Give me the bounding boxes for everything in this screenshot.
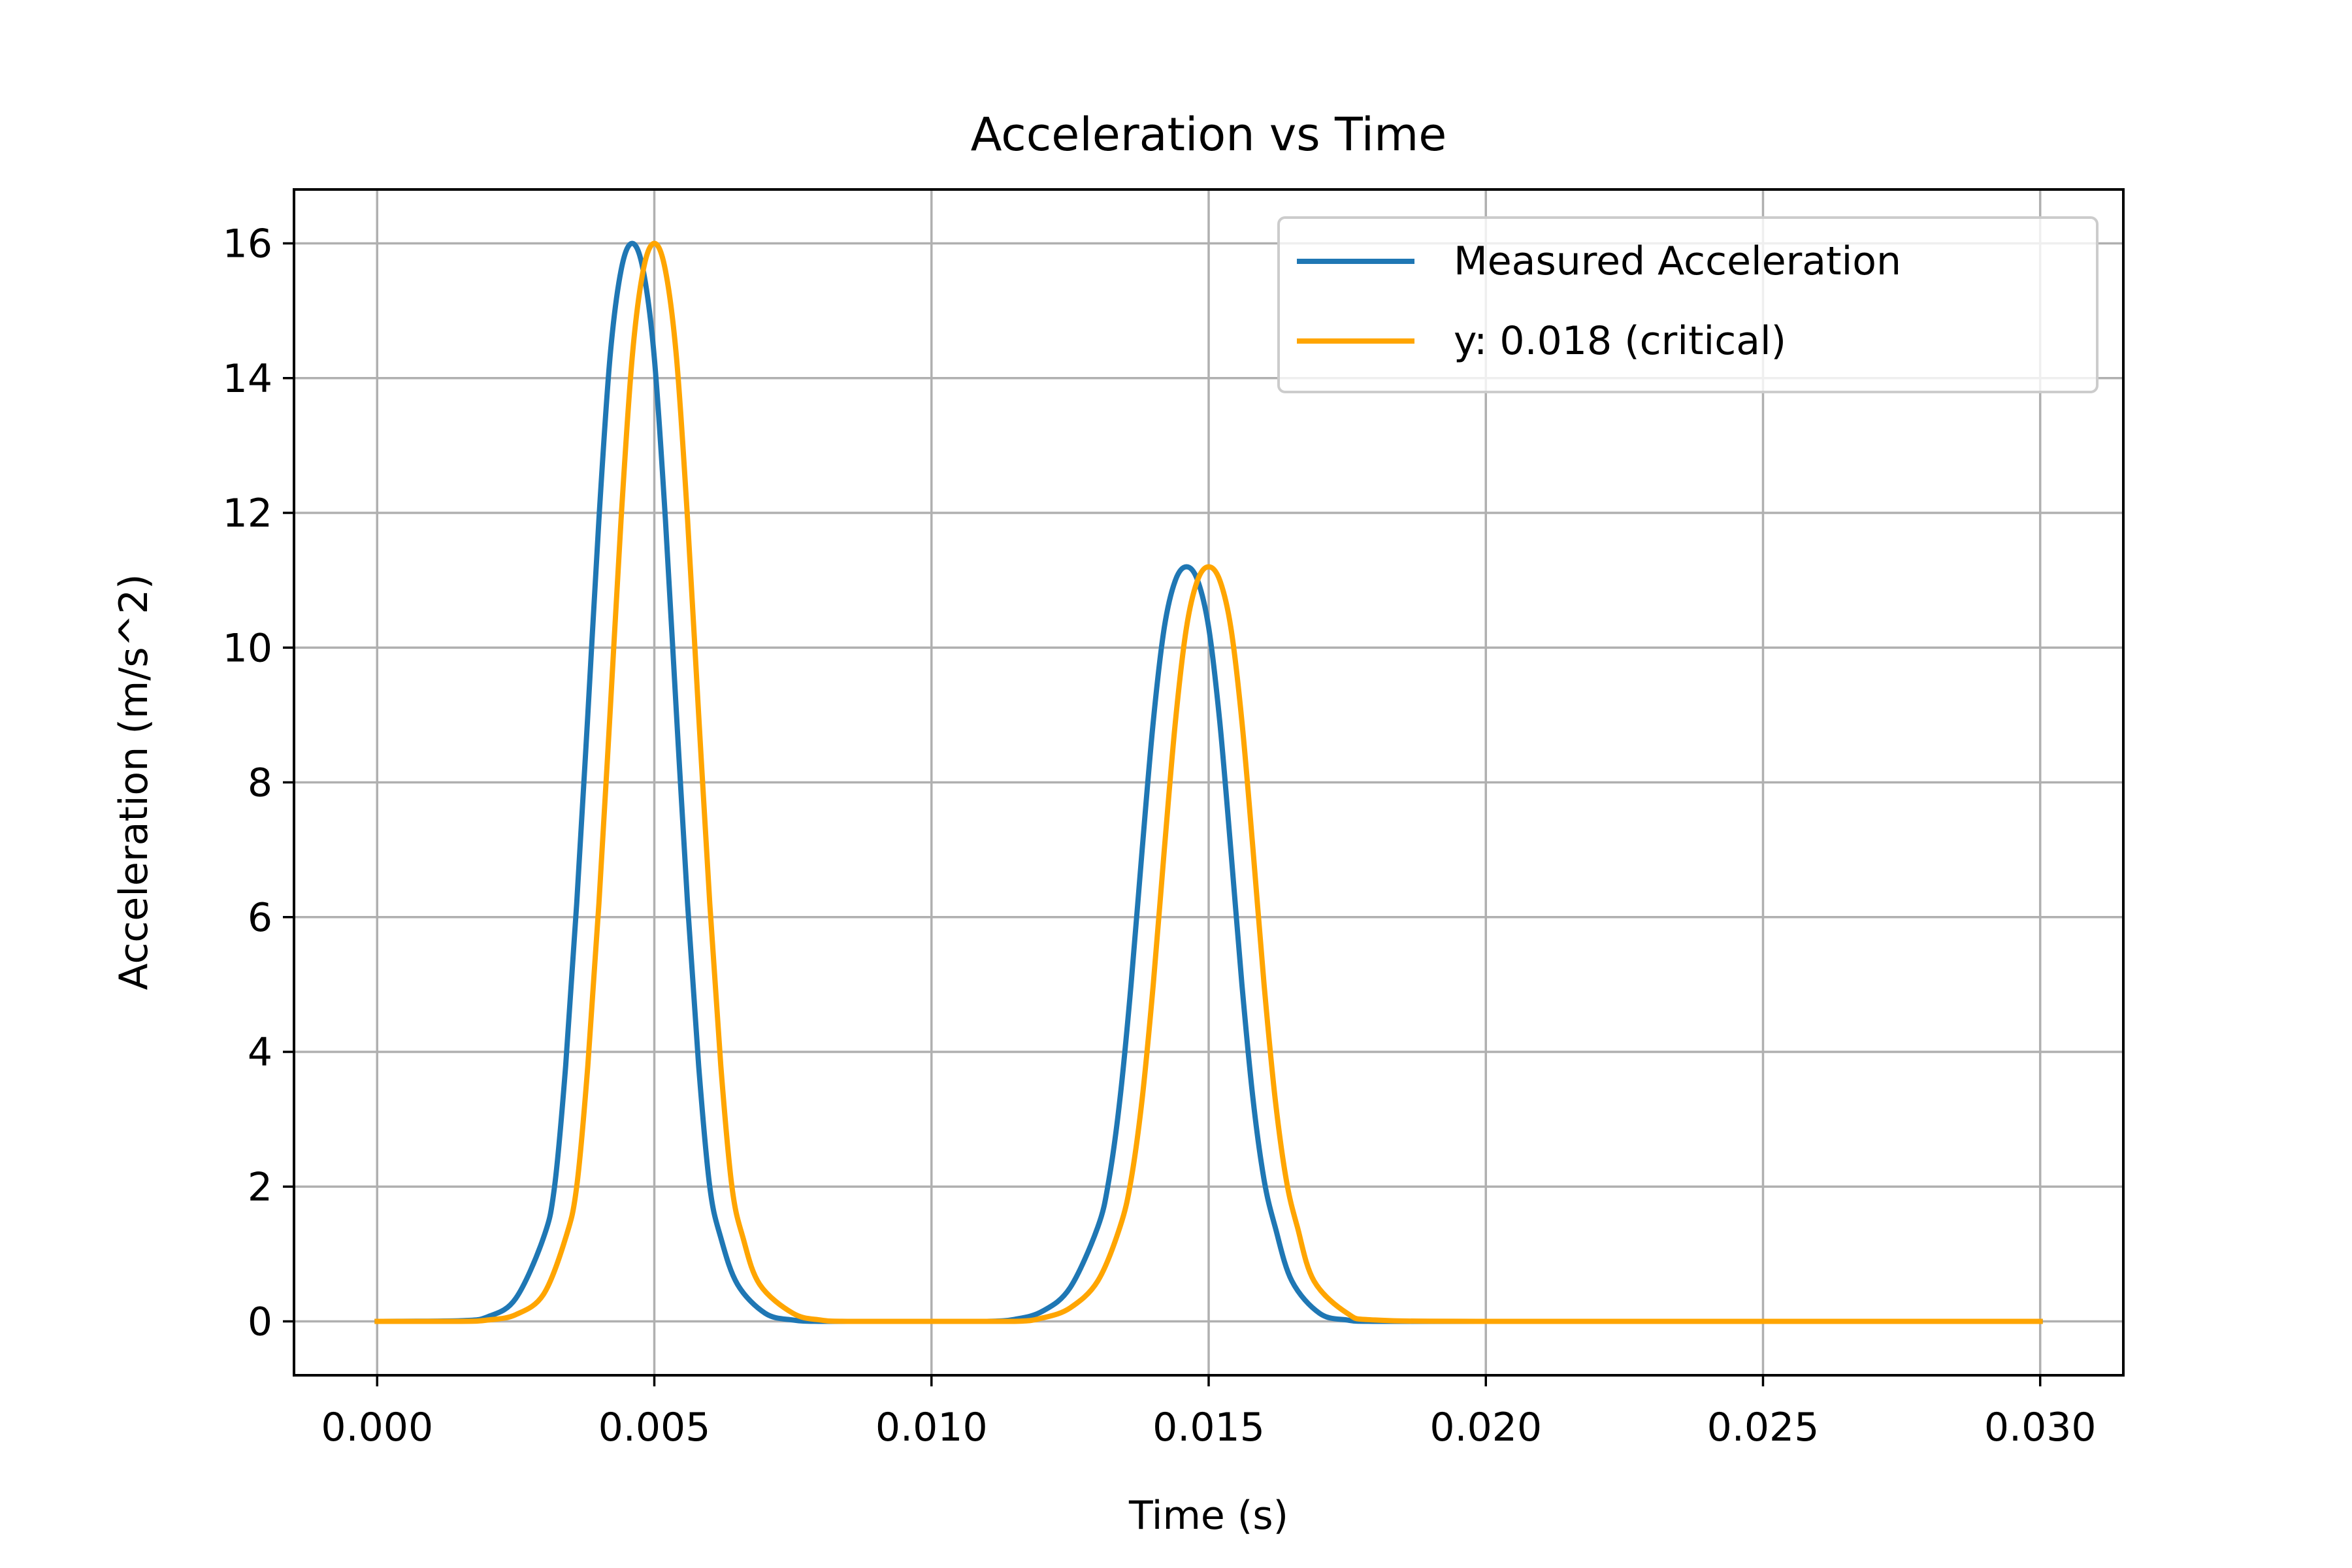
series-critical <box>374 240 2043 1324</box>
x-tick-label: 0.020 <box>1429 1405 1542 1450</box>
y-tick-label: 8 <box>248 760 272 806</box>
x-tick-label: 0.010 <box>875 1405 988 1450</box>
plot-series <box>374 240 2043 1324</box>
legend-box <box>1277 216 2099 393</box>
x-tick-label: 0.000 <box>321 1405 433 1450</box>
y-tick-label: 6 <box>248 895 272 941</box>
y-tick-label: 2 <box>248 1164 272 1210</box>
x-axis-label: Time (s) <box>1128 1493 1288 1539</box>
x-tick-label: 0.030 <box>1984 1405 2097 1450</box>
y-tick-label: 4 <box>248 1030 272 1075</box>
y-tick-label: 14 <box>223 356 272 402</box>
y-tick-label: 16 <box>223 221 272 267</box>
y-tick-label: 10 <box>223 625 272 671</box>
chart-title: Acceleration vs Time <box>971 108 1447 161</box>
legend-label-critical: y: 0.018 (critical) <box>1454 318 1786 364</box>
legend: Measured Acceleration y: 0.018 (critical… <box>1277 216 2099 393</box>
x-tick-label: 0.025 <box>1707 1405 1820 1450</box>
x-tick-label: 0.015 <box>1152 1405 1265 1450</box>
y-tick-label: 0 <box>248 1299 272 1345</box>
grid-lines <box>294 189 2123 1375</box>
y-tick-label: 12 <box>223 491 272 536</box>
legend-label-measured: Measured Acceleration <box>1454 238 1901 284</box>
axis-ticks: 0.000 0.005 0.010 0.015 0.020 0.025 0.030 0 2 4 6 8… <box>223 221 2097 1451</box>
y-axis-label: Acceleration (m/s^2) <box>111 574 157 990</box>
x-tick-label: 0.005 <box>598 1405 711 1450</box>
